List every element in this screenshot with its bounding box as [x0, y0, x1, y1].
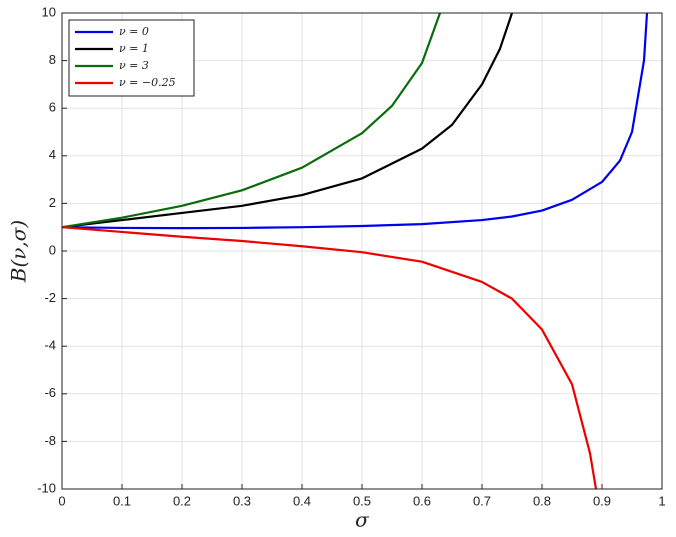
y-axis-label: B(ν,σ) [7, 220, 31, 283]
y-tick-label: 6 [49, 100, 56, 115]
x-axis-label: σ [355, 508, 370, 532]
y-tick-label: -10 [37, 480, 56, 495]
x-tick-label: 1 [658, 493, 665, 508]
legend: ν = 0 ν = 1 ν = 3 ν = −0.25 [68, 19, 195, 97]
data-line [62, 226, 598, 489]
x-tick-label: 0.8 [533, 493, 551, 508]
y-tick-label: 8 [49, 52, 56, 67]
data-line [62, 13, 649, 230]
x-tick-label: 0.5 [353, 493, 371, 508]
x-tick-label: 0.7 [473, 493, 491, 508]
x-tick-label: 0.1 [113, 493, 131, 508]
x-tick-label: 0.6 [413, 493, 431, 508]
legend-label: ν = 0 [119, 25, 149, 38]
y-tick-label: -2 [44, 290, 56, 305]
x-tick-label: 0.9 [593, 493, 611, 508]
x-tick-label: 0.4 [293, 493, 311, 508]
plot-lines [62, 13, 649, 489]
y-tick-label: 2 [49, 195, 56, 210]
y-tick-label: -4 [44, 338, 56, 353]
x-tick-label: 0.2 [173, 493, 191, 508]
y-tick-label: 4 [49, 147, 56, 162]
legend-label: ν = 1 [119, 42, 149, 55]
y-tick-label: -8 [44, 433, 56, 448]
x-tick-label: 0.3 [233, 493, 251, 508]
data-line [62, 13, 442, 229]
x-tick-label: 0 [58, 493, 65, 508]
legend-label: ν = 3 [119, 59, 149, 72]
legend-label: ν = −0.25 [119, 76, 176, 89]
plot-frame [61, 12, 663, 490]
y-tick-label: -6 [44, 385, 56, 400]
y-tick-label: 0 [49, 242, 56, 257]
data-line [62, 13, 514, 229]
y-tick-label: 10 [42, 4, 56, 19]
